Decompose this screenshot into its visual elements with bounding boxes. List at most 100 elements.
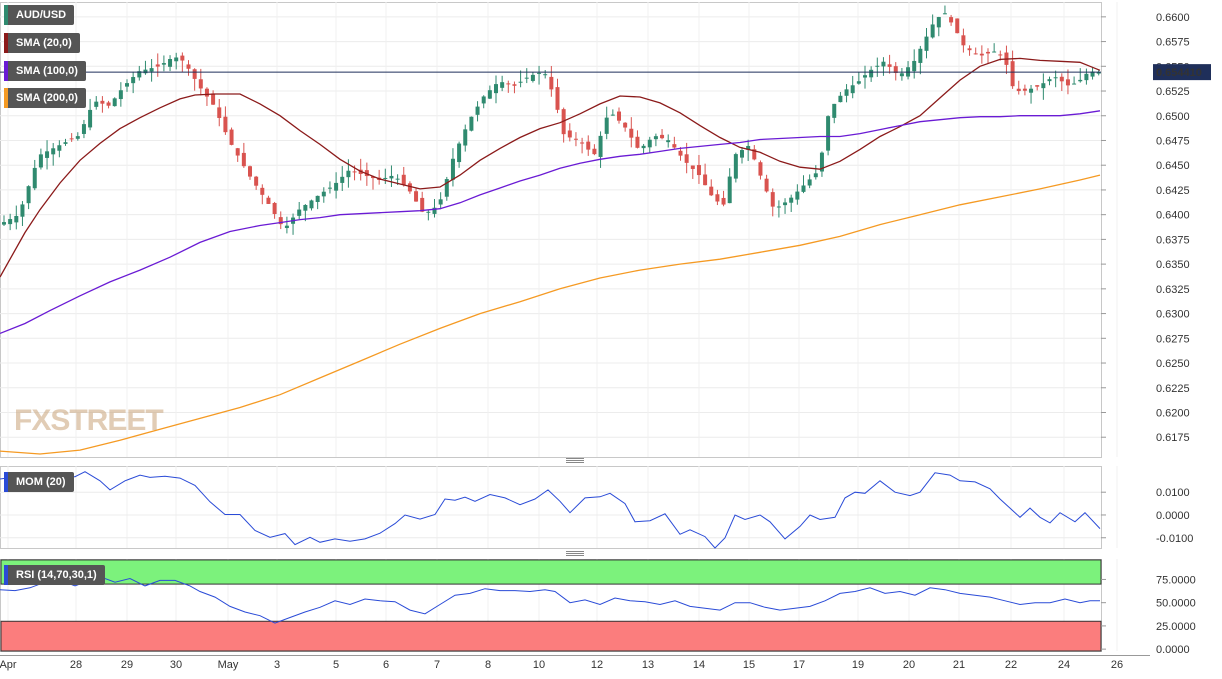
legend-sma200[interactable]: SMA (200,0) bbox=[4, 88, 86, 108]
candle-body bbox=[733, 154, 738, 179]
candle-body bbox=[1016, 88, 1021, 92]
candle-body bbox=[450, 158, 455, 180]
candle-body bbox=[198, 79, 203, 89]
candle-body bbox=[524, 77, 529, 79]
legend-rsi[interactable]: RSI (14,70,30,1) bbox=[4, 565, 105, 585]
candle-body bbox=[875, 65, 880, 67]
splitter-handle-1 bbox=[566, 458, 584, 463]
candle-body bbox=[709, 186, 714, 196]
candle-body bbox=[192, 69, 197, 79]
candle-body bbox=[924, 36, 929, 51]
rsi-axis-label: 50.0000 bbox=[1156, 598, 1196, 610]
candle-body bbox=[112, 98, 117, 107]
candle-body bbox=[758, 162, 763, 176]
candle-body bbox=[334, 182, 339, 191]
candle-body bbox=[592, 148, 597, 155]
candle-body bbox=[776, 206, 781, 208]
legend-symbol-label: AUD/USD bbox=[16, 9, 67, 21]
candle-body bbox=[746, 145, 751, 150]
time-axis-label: 8 bbox=[485, 659, 491, 671]
candle-body bbox=[918, 48, 923, 63]
candle-body bbox=[248, 166, 252, 177]
splitter-handle-2 bbox=[566, 551, 584, 556]
price-axis-label: 0.6325 bbox=[1156, 284, 1190, 296]
legend-sma20-label: SMA (20,0) bbox=[16, 37, 72, 49]
price-panel-frame bbox=[0, 2, 1102, 458]
candle-body bbox=[653, 136, 658, 140]
candle-body bbox=[838, 95, 843, 103]
candle-body bbox=[235, 148, 240, 156]
candle-body bbox=[998, 54, 1003, 56]
candle-body bbox=[844, 89, 849, 96]
candle-body bbox=[826, 116, 831, 151]
candle-body bbox=[266, 197, 271, 204]
candle-body bbox=[414, 191, 419, 202]
candle-body bbox=[623, 122, 628, 128]
candle-body bbox=[703, 174, 708, 186]
candle-body bbox=[487, 90, 492, 99]
candle-body bbox=[819, 152, 824, 172]
candle-body bbox=[69, 138, 74, 140]
momentum-axis-label: 0.0000 bbox=[1156, 510, 1190, 522]
candle-body bbox=[899, 73, 904, 77]
candle-body bbox=[967, 48, 972, 51]
candle-body bbox=[297, 209, 302, 216]
candle-body bbox=[795, 191, 800, 200]
candle-body bbox=[217, 107, 222, 118]
time-axis-label: Apr bbox=[0, 659, 17, 671]
candle-body bbox=[567, 130, 572, 138]
last-price-label: 0.654410 bbox=[1156, 67, 1202, 79]
legend-symbol[interactable]: AUD/USD bbox=[4, 5, 75, 25]
candle-body bbox=[168, 59, 173, 67]
candle-body bbox=[284, 225, 289, 229]
price-axis-label: 0.6525 bbox=[1156, 86, 1190, 98]
rsi-axis-label: 25.0000 bbox=[1156, 621, 1196, 633]
candle-body bbox=[617, 111, 621, 121]
rsi-oversold-band bbox=[0, 620, 1102, 652]
candle-body bbox=[401, 174, 406, 185]
candle-body bbox=[629, 128, 634, 138]
candle-body bbox=[586, 141, 591, 150]
candle-body bbox=[647, 139, 652, 148]
candle-body bbox=[383, 177, 388, 179]
candle-body bbox=[555, 87, 560, 110]
legend-sma100[interactable]: SMA (100,0) bbox=[4, 61, 86, 81]
candle-body bbox=[530, 74, 535, 81]
legend-momentum[interactable]: MOM (20) bbox=[4, 472, 74, 492]
candle-body bbox=[764, 178, 769, 192]
time-axis-label: 10 bbox=[533, 659, 545, 671]
candle-body bbox=[635, 136, 640, 148]
candle-body bbox=[986, 51, 990, 54]
candle-body bbox=[813, 173, 818, 178]
candle-body bbox=[1084, 73, 1089, 81]
candle-body bbox=[1072, 83, 1077, 85]
candle-body bbox=[930, 24, 935, 38]
candle-body bbox=[973, 53, 978, 55]
candle-body bbox=[1029, 88, 1034, 93]
candle-body bbox=[438, 199, 443, 205]
candle-body bbox=[131, 77, 136, 84]
candle-body bbox=[371, 176, 375, 179]
legend-sma20[interactable]: SMA (20,0) bbox=[4, 33, 80, 53]
candle-body bbox=[463, 129, 468, 146]
price-axis-label: 0.6350 bbox=[1156, 259, 1190, 271]
time-axis-label: 28 bbox=[70, 659, 82, 671]
time-axis-label: 29 bbox=[121, 659, 133, 671]
candle-body bbox=[549, 76, 554, 90]
candle-body bbox=[690, 165, 695, 169]
candle-body bbox=[949, 17, 954, 23]
candle-body bbox=[118, 90, 123, 100]
time-axis-label: 12 bbox=[591, 659, 603, 671]
candle-body bbox=[494, 84, 498, 94]
candle-body bbox=[51, 148, 56, 155]
candle-body bbox=[936, 17, 941, 28]
candle-body bbox=[303, 205, 308, 211]
candle-body bbox=[912, 60, 917, 72]
candle-body bbox=[1059, 76, 1064, 82]
candle-body bbox=[161, 63, 166, 65]
time-axis-label: 14 bbox=[693, 659, 705, 671]
candle-body bbox=[580, 142, 585, 144]
candle-body bbox=[573, 138, 578, 140]
candle-body bbox=[641, 145, 646, 149]
